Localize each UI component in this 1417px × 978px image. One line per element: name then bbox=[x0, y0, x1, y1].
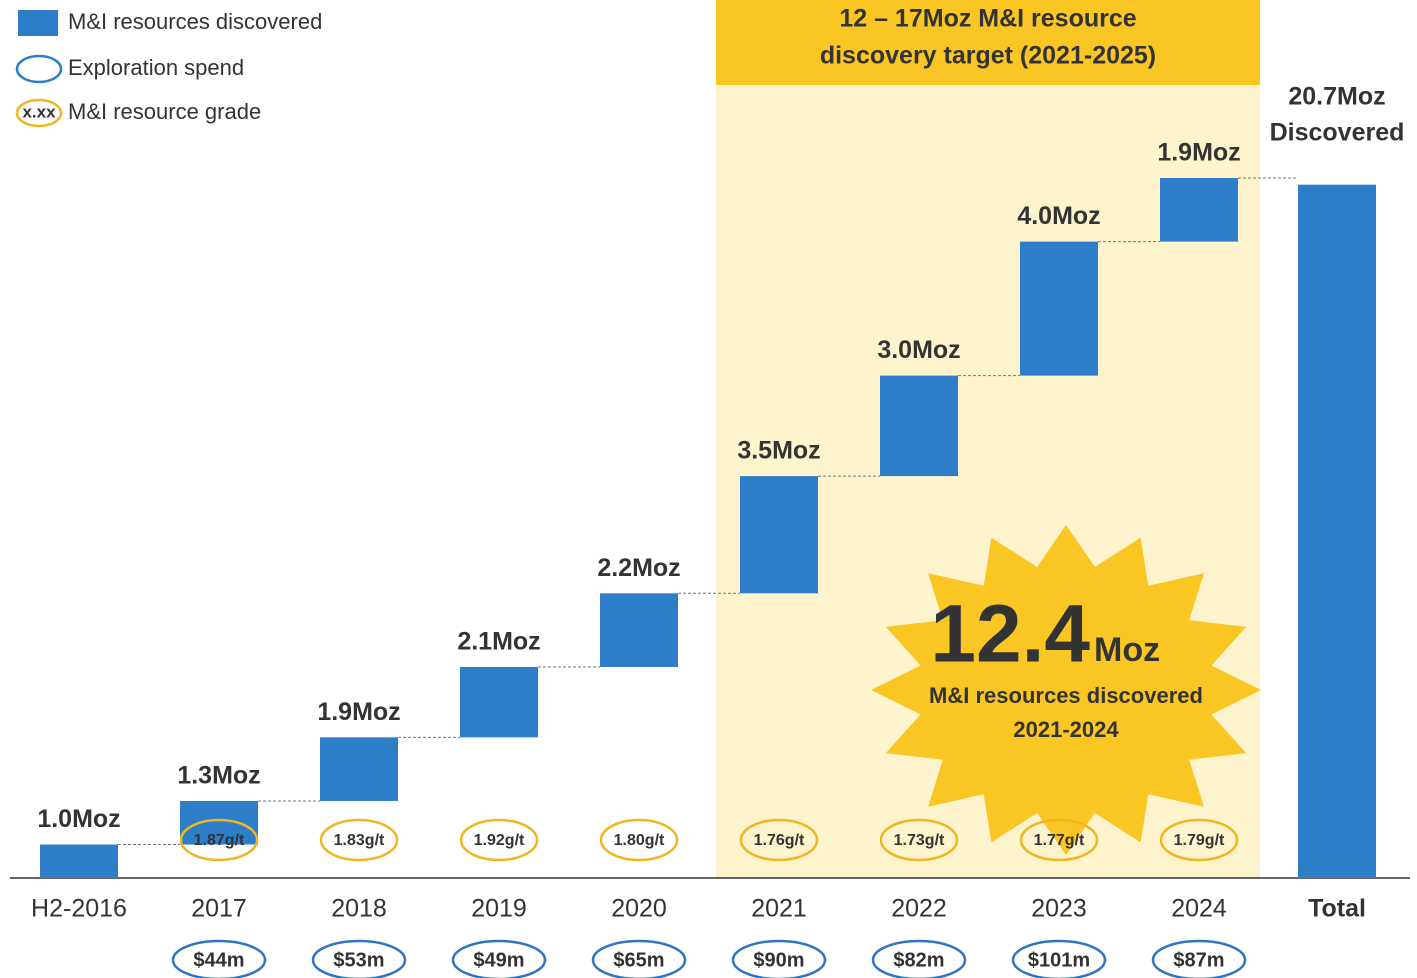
grade-label: 1.83g/t bbox=[334, 832, 385, 849]
grade-badge bbox=[179, 818, 259, 862]
spend-label: $65m bbox=[613, 949, 664, 971]
spend-badge bbox=[1151, 939, 1247, 978]
legend-sample: x.xx bbox=[22, 102, 56, 121]
grade-label: 1.80g/t bbox=[614, 832, 665, 849]
legend-swatch bbox=[15, 98, 63, 128]
spend-badge bbox=[1011, 939, 1107, 978]
spend-badge bbox=[731, 939, 827, 978]
x-tick-label: 2019 bbox=[471, 895, 527, 923]
legend-swatch bbox=[15, 54, 63, 84]
legend-label: M&I resource grade bbox=[68, 99, 261, 124]
spend-label: $101m bbox=[1028, 949, 1090, 971]
grade-badge bbox=[739, 818, 819, 862]
value-label: 1.9Moz bbox=[1157, 139, 1240, 167]
bar bbox=[880, 375, 958, 477]
grade-label: 1.73g/t bbox=[894, 832, 945, 849]
bar bbox=[320, 737, 398, 801]
spend-badge bbox=[311, 939, 407, 978]
grade-badge bbox=[319, 818, 399, 862]
spend-label: $49m bbox=[473, 949, 524, 971]
value-label: 2.2Moz bbox=[597, 554, 680, 582]
grade-label: 1.87g/t bbox=[194, 832, 245, 849]
x-tick-label: 2022 bbox=[891, 895, 947, 923]
bar bbox=[600, 593, 678, 667]
value-label: 3.5Moz bbox=[737, 437, 820, 465]
value-label: 2.1Moz bbox=[457, 628, 540, 656]
grade-label: 1.77g/t bbox=[1034, 832, 1085, 849]
value-label: 4.0Moz bbox=[1017, 202, 1100, 230]
spend-badge bbox=[591, 939, 687, 978]
legend-label: M&I resources discovered bbox=[68, 9, 322, 34]
x-tick-label: 2021 bbox=[751, 895, 807, 923]
total-caption: Discovered bbox=[1270, 119, 1405, 147]
x-tick-label: 2024 bbox=[1171, 895, 1227, 923]
spend-label: $87m bbox=[1173, 949, 1224, 971]
starburst-text: 2021-2024 bbox=[1013, 717, 1119, 742]
grade-label: 1.92g/t bbox=[474, 832, 525, 849]
starburst-number: 12.4 bbox=[930, 589, 1090, 680]
spend-badge bbox=[171, 939, 267, 978]
spend-label: $44m bbox=[193, 949, 244, 971]
x-tick-label: 2023 bbox=[1031, 895, 1087, 923]
x-tick-label: Total bbox=[1308, 895, 1366, 923]
spend-label: $82m bbox=[893, 949, 944, 971]
starburst-unit: Moz bbox=[1094, 631, 1160, 669]
grade-badge bbox=[1159, 818, 1239, 862]
grade-label: 1.76g/t bbox=[754, 832, 805, 849]
starburst bbox=[871, 525, 1261, 855]
target-text: 12 – 17Moz M&I resource bbox=[839, 5, 1136, 33]
legend-swatch bbox=[18, 10, 58, 36]
starburst-text: M&I resources discovered bbox=[929, 683, 1203, 708]
spend-badge bbox=[451, 939, 547, 978]
bar bbox=[740, 476, 818, 594]
spend-label: $90m bbox=[753, 949, 804, 971]
x-tick-label: 2017 bbox=[191, 895, 247, 923]
bar bbox=[1160, 178, 1238, 242]
grade-badge bbox=[1019, 818, 1099, 862]
x-tick-label: 2018 bbox=[331, 895, 387, 923]
total-label: 20.7Moz bbox=[1288, 83, 1385, 111]
grade-badge bbox=[459, 818, 539, 862]
total-bar bbox=[1298, 184, 1376, 879]
target-header bbox=[716, 0, 1260, 85]
spend-label: $53m bbox=[333, 949, 384, 971]
grade-badge bbox=[879, 818, 959, 862]
x-tick-label: H2-2016 bbox=[31, 895, 127, 923]
value-label: 3.0Moz bbox=[877, 336, 960, 364]
value-label: 1.3Moz bbox=[177, 762, 260, 790]
target-text: discovery target (2021-2025) bbox=[820, 42, 1156, 70]
spend-badge bbox=[871, 939, 967, 978]
x-tick-label: 2020 bbox=[611, 895, 667, 923]
bar bbox=[180, 800, 258, 845]
grade-label: 1.79g/t bbox=[1174, 832, 1225, 849]
bar bbox=[40, 844, 118, 878]
bar bbox=[460, 666, 538, 738]
legend-label: Exploration spend bbox=[68, 55, 244, 80]
bar bbox=[1020, 241, 1098, 376]
grade-badge bbox=[599, 818, 679, 862]
value-label: 1.0Moz bbox=[37, 805, 120, 833]
value-label: 1.9Moz bbox=[317, 698, 400, 726]
